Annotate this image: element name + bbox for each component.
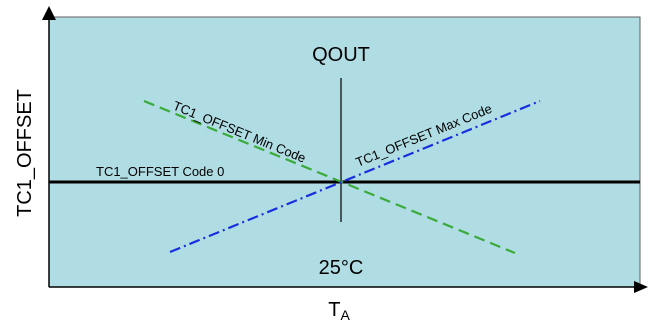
x-axis-label: TA xyxy=(328,299,350,321)
y-axis-arrow-icon xyxy=(42,6,56,20)
x-axis-arrow-icon xyxy=(634,281,648,293)
code0-label: TC1_OFFSET Code 0 xyxy=(96,164,224,179)
y-axis-label: TC1_OFFSET xyxy=(14,89,36,217)
top-label: QOUT xyxy=(312,44,370,66)
bottom-label: 25°C xyxy=(319,257,364,279)
max-code-line xyxy=(169,99,541,254)
x-axis-label-main: T xyxy=(328,299,340,321)
plot-area xyxy=(48,16,641,288)
x-axis-label-subscript: A xyxy=(340,307,350,321)
